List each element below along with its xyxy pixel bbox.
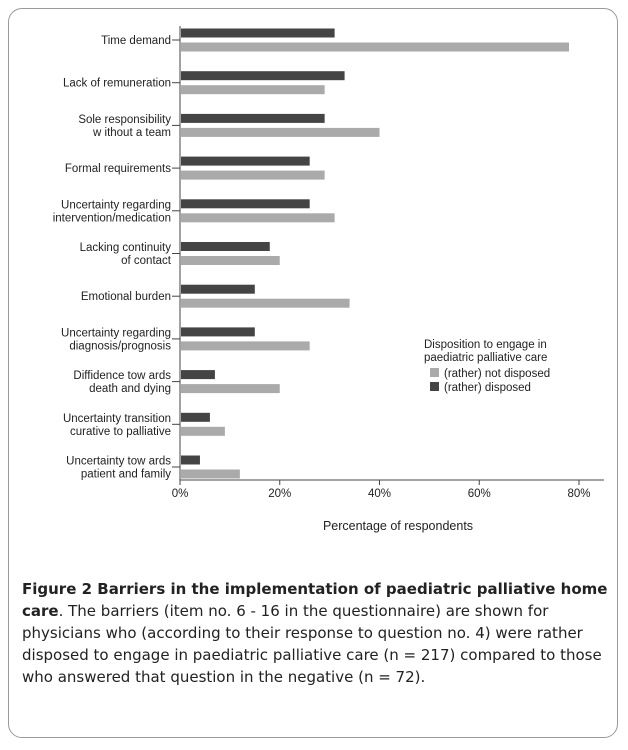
bar-not-disposed: [181, 127, 380, 137]
bar-not-disposed: [181, 384, 280, 394]
category-label-line: Time demand: [101, 35, 171, 47]
bar-not-disposed: [181, 298, 350, 308]
category-label: Uncertainty tow ards patient and family: [66, 456, 171, 481]
figure-caption: Figure 2 Barriers in the implementation …: [22, 578, 612, 688]
bars-group: [181, 28, 570, 479]
category-label-line: patient and family: [81, 469, 171, 481]
legend-swatch: [430, 368, 439, 377]
x-tick-label: 0%: [172, 488, 189, 500]
x-axis-title: Percentage of respondents: [323, 519, 473, 533]
legend-title: paediatric palliative care: [424, 352, 547, 364]
category-label: Lacking continuity of contact: [80, 242, 172, 267]
category-label: Uncertainty regarding intervention/medica…: [53, 199, 171, 224]
x-tick-label: 40%: [368, 488, 391, 500]
bar-not-disposed: [181, 341, 310, 351]
bar-not-disposed: [181, 170, 325, 180]
category-label-line: Sole responsibility: [78, 114, 171, 126]
bar-disposed: [181, 412, 210, 422]
legend-entry: (rather) not disposed: [444, 368, 550, 380]
bar-disposed: [181, 199, 310, 209]
category-label-line: Emotional burden: [81, 291, 171, 303]
category-label-line: diagnosis/prognosis: [69, 340, 171, 352]
legend-entry: (rather) disposed: [444, 382, 531, 394]
category-label-line: curative to palliative: [70, 426, 171, 438]
category-label-line: Diffidence tow ards: [73, 370, 171, 382]
category-label: Sole responsibility w ithout a team: [78, 114, 171, 139]
category-label: Uncertainty transition curative to pallia…: [63, 413, 171, 438]
legend-title: Disposition to engage in: [424, 339, 547, 351]
bar-not-disposed: [181, 42, 570, 52]
category-label: Time demand: [101, 35, 171, 47]
bar-disposed: [181, 242, 270, 251]
legend-swatch: [430, 382, 439, 391]
caption-title: Figure 2 Barriers in the implementation …: [22, 580, 608, 620]
bar-not-disposed: [181, 256, 280, 265]
category-label-line: Uncertainty transition: [63, 413, 171, 425]
category-label-line: intervention/medication: [53, 212, 171, 224]
category-label-line: w ithout a team: [92, 127, 171, 139]
bar-disposed: [181, 28, 335, 38]
category-label-line: Uncertainty regarding: [61, 327, 171, 339]
category-label: Formal requirements: [65, 163, 171, 175]
category-label-line: of contact: [121, 255, 172, 267]
bar-disposed: [181, 370, 215, 380]
x-tick-label: 20%: [268, 488, 291, 500]
category-label: Diffidence tow ards death and dying: [73, 370, 171, 395]
category-label-line: Uncertainty tow ards: [66, 456, 171, 468]
bar-disposed: [181, 284, 255, 294]
bar-disposed: [181, 113, 325, 123]
category-label-line: Uncertainty regarding: [61, 199, 171, 211]
category-label: Emotional burden: [81, 291, 171, 303]
bar-not-disposed: [181, 469, 240, 479]
bar-not-disposed: [181, 426, 225, 436]
category-label-line: death and dying: [89, 383, 171, 395]
axes-group: 0% 20% 40% 60% 80%: [172, 26, 604, 500]
bar-disposed: [181, 156, 310, 166]
category-label-line: Lacking continuity: [80, 242, 172, 254]
x-tick-label: 60%: [468, 488, 491, 500]
category-label-line: Formal requirements: [65, 163, 171, 175]
category-labels: Time demand Lack of remuneration Sole resp…: [53, 35, 172, 481]
bar-chart: 0% 20% 40% 60% 80% Time demand Lack of remune…: [53, 26, 604, 533]
bar-disposed: [181, 71, 345, 81]
bar-not-disposed: [181, 85, 325, 95]
category-label: Lack of remuneration: [63, 78, 171, 90]
category-label: Uncertainty regarding diagnosis/prognosis: [61, 327, 171, 352]
bar-not-disposed: [181, 213, 335, 223]
x-tick-label: 80%: [567, 488, 590, 500]
bar-disposed: [181, 327, 255, 337]
category-label-line: Lack of remuneration: [63, 78, 171, 90]
bar-disposed: [181, 455, 200, 465]
caption-text: . The barriers (item no. 6 - 16 in the q…: [22, 602, 602, 686]
